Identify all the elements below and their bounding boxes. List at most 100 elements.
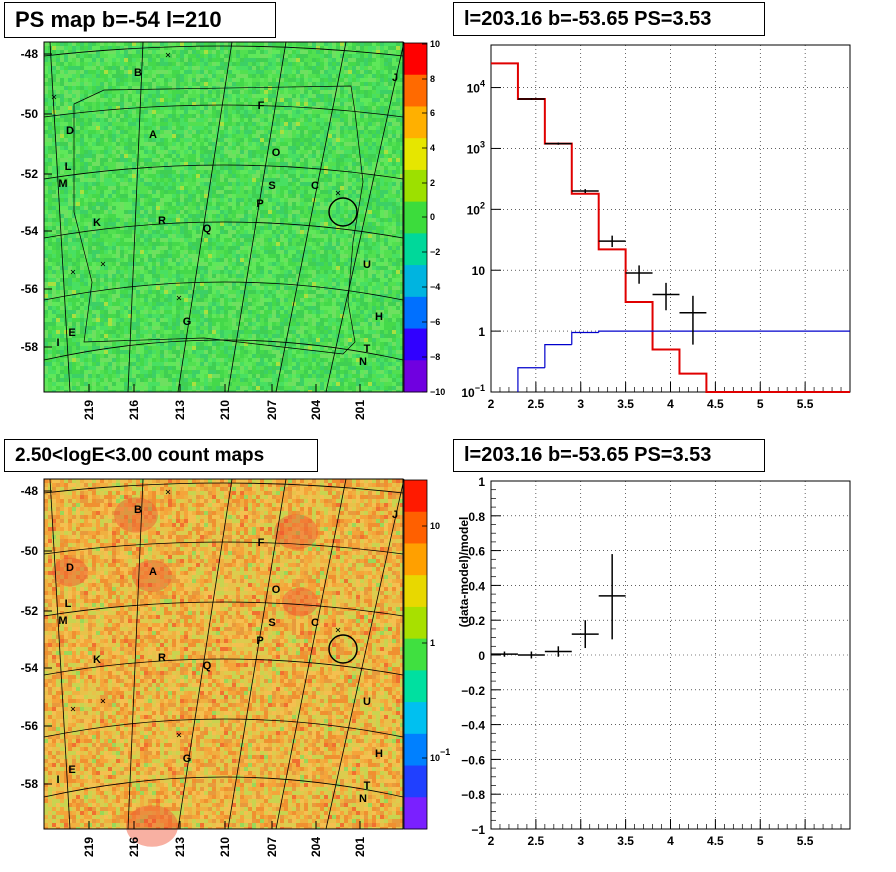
x-tick-label: 216	[127, 837, 141, 857]
x-tick-label: 3	[577, 397, 584, 411]
source-label: J	[392, 72, 398, 84]
plot-frame	[490, 44, 851, 393]
source-label: K	[93, 217, 101, 229]
source-label: N	[359, 356, 367, 368]
colorbar-tick-label: −10	[430, 387, 445, 397]
x-tick-label: 204	[309, 400, 323, 420]
y-tick-label: 0	[478, 649, 485, 663]
x-tick-label: 4	[667, 397, 674, 411]
source-marker	[165, 489, 171, 495]
colorbar-band	[404, 733, 427, 767]
source-marker	[335, 627, 341, 633]
source-label: G	[183, 753, 192, 765]
colorbar-band	[404, 670, 427, 703]
spectrum-title: l=203.16 b=-53.65 PS=3.53	[453, 2, 765, 36]
colorbar-band	[404, 233, 427, 266]
y-tick-label: -50	[21, 107, 39, 121]
x-tick-label: 207	[265, 400, 279, 420]
longitude-line	[127, 41, 144, 393]
longitude-line	[127, 478, 144, 830]
latitude-line	[43, 776, 404, 798]
y-tick-label: 102	[467, 200, 485, 217]
colorbar-tick-label: −8	[430, 352, 440, 362]
map-pixels-0	[44, 42, 403, 392]
map-frame	[43, 478, 404, 830]
source-marker	[70, 269, 76, 275]
x-tick-label: 219	[82, 837, 96, 857]
colorbar-band	[404, 511, 427, 544]
colorbar-band	[404, 543, 427, 576]
hot-spot	[132, 560, 172, 592]
colorbar-band	[404, 360, 427, 393]
colorbar-band	[404, 480, 427, 513]
count-map-title: 2.50<logE<3.00 count maps	[4, 439, 318, 472]
source-label: J	[392, 509, 398, 521]
y-tick-label: 0.2	[468, 614, 485, 628]
y-tick-label: -58	[21, 340, 39, 354]
y-tick-label: 1	[478, 325, 485, 339]
source-label: P	[256, 198, 263, 210]
y-tick-label: 104	[467, 79, 485, 96]
source-marker	[335, 190, 341, 196]
residual-title: l=203.16 b=-53.65 PS=3.53	[453, 439, 765, 472]
latitude-line	[43, 281, 404, 301]
colorbar-band	[404, 106, 427, 139]
latitude-line	[43, 718, 404, 738]
x-tick-label: 3.5	[617, 834, 634, 848]
latitude-line	[43, 601, 404, 617]
x-tick-label: 2	[488, 834, 495, 848]
source-marker	[70, 706, 76, 712]
colorbar-tick-label: −4	[430, 282, 440, 292]
source-marker	[51, 94, 57, 100]
y-tick-label: 0.8	[468, 510, 485, 524]
longitude-line	[227, 478, 287, 830]
x-tick-label: 201	[353, 400, 367, 420]
source-label: B	[134, 504, 142, 516]
y-tick-label: -54	[21, 224, 39, 238]
x-tick-label: 207	[265, 837, 279, 857]
y-tick-label: -52	[21, 604, 39, 618]
latitude-line	[43, 658, 404, 676]
x-tick-label: 216	[127, 400, 141, 420]
source-label: H	[375, 311, 383, 323]
source-label: S	[268, 180, 275, 192]
source-label: E	[68, 327, 75, 339]
source-label: R	[158, 215, 166, 227]
latitude-line	[43, 164, 404, 180]
source-label: Q	[203, 223, 212, 235]
longitude-line	[49, 478, 71, 830]
y-axis-label: (data-model)/model	[457, 517, 471, 628]
colorbar-tick-label: 10−1	[430, 747, 450, 763]
source-label: Q	[203, 660, 212, 672]
source-label: S	[268, 617, 275, 629]
x-tick-label: 210	[218, 837, 232, 857]
source-label: K	[93, 654, 101, 666]
source-label: M	[58, 615, 67, 627]
x-tick-label: 204	[309, 837, 323, 857]
colorbar-tick-label: −2	[430, 247, 440, 257]
x-tick-label: 201	[353, 837, 367, 857]
colorbar-tick-label: 4	[430, 143, 435, 153]
x-tick-label: 4.5	[707, 397, 724, 411]
colorbar-band	[404, 575, 427, 608]
x-tick-label: 2	[488, 397, 495, 411]
longitude-line	[325, 41, 405, 393]
source-label: L	[65, 598, 72, 610]
hot-spot	[52, 557, 88, 587]
colorbar-band	[404, 638, 427, 671]
source-marker	[100, 698, 106, 704]
source-label: F	[258, 100, 265, 112]
source-label: M	[58, 178, 67, 190]
source-label: I	[56, 774, 59, 786]
colorbar-tick-label: 8	[430, 74, 435, 84]
ps-map-title: PS map b=-54 l=210	[4, 2, 276, 38]
x-tick-label: 213	[173, 400, 187, 420]
source-label: C	[311, 617, 319, 629]
x-tick-label: 4	[667, 834, 674, 848]
source-label: I	[56, 337, 59, 349]
latitude-line	[43, 45, 404, 57]
source-label: T	[364, 343, 371, 355]
y-tick-label: -56	[21, 282, 39, 296]
colorbar-band	[404, 169, 427, 203]
source-label: A	[149, 566, 157, 578]
